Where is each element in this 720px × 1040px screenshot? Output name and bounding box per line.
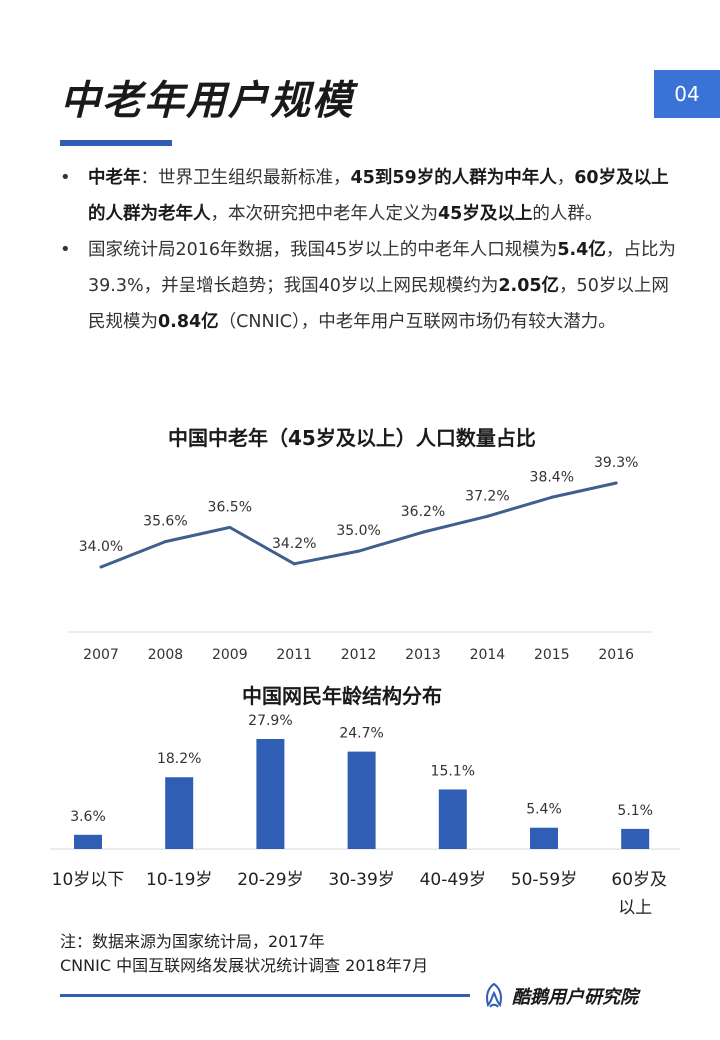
x-tick-label: 10-19岁 [146,870,212,890]
bullet-emphasis: 5.4亿 [557,240,606,260]
bullet-emphasis: 2.05亿 [498,276,560,296]
source-note: 注：数据来源为国家统计局，2017年 CNNIC 中国互联网络发展状况统计调查 … [60,930,428,978]
data-label: 34.2% [272,536,316,552]
x-tick-label: 10岁以下 [52,870,125,890]
data-label: 34.0% [79,539,123,555]
penguin-logo-icon [486,983,502,1008]
x-tick-label: 2008 [148,647,184,663]
bullet-emphasis: 中老年 [88,168,141,188]
x-tick-label: 2009 [212,647,248,663]
x-tick-label: 30-39岁 [328,870,394,890]
bullet-segment: ，占比为39.3%，并呈增长趋势；我国40岁以上网民规模约为 [88,240,676,296]
bar [165,777,194,849]
data-point [421,530,425,534]
bullet-item-statistics: • 国家统计局2016年数据，我国45岁以上的中老年人口规模为5.4亿，占比为3… [60,232,680,340]
x-tick-label: 2014 [470,647,506,663]
x-tick-label: 2016 [598,647,634,663]
data-point [292,562,296,566]
bullet-dot-icon: • [60,239,71,260]
data-point [614,481,618,485]
bullet-segment: ，本次研究把中老年人定义为 [210,204,439,224]
bar [438,789,467,849]
bullet-emphasis: 45到59岁的人群为中年人 [350,168,557,188]
bullet-emphasis: 45岁及以上 [438,204,533,224]
bullet-emphasis: 60岁及以上的人群为老年人 [88,168,669,224]
data-label: 5.4% [526,802,562,818]
data-label: 37.2% [465,488,509,504]
data-label: 3.6% [70,809,106,825]
data-label: 36.2% [401,504,445,520]
bullet-text: 中老年：世界卫生组织最新标准，45到59岁的人群为中年人，60岁及以上的人群为老… [88,168,669,224]
data-point [163,540,167,544]
footer-logo: 酷鹅用户研究院 [482,983,638,1009]
data-label: 27.9% [248,713,292,729]
bullet-segment: ， [556,168,575,188]
bullet-segment: ，50岁以上网民规模为 [88,276,669,332]
bar [621,828,650,849]
bar [530,827,558,849]
bullet-segment: （CNNIC），中老年用户互联网市场仍有较大潜力。 [218,312,616,332]
footer-divider [60,994,470,997]
data-point [228,525,232,529]
bullet-item-definition: • 中老年：世界卫生组织最新标准，45到59岁的人群为中年人，60岁及以上的人群… [60,160,680,232]
logo-text: 酷鹅用户研究院 [512,987,638,1008]
data-point [485,514,489,518]
bullet-segment: ：世界卫生组织最新标准， [140,168,351,188]
bullet-emphasis: 0.84亿 [158,312,219,332]
data-label: 5.1% [617,803,653,819]
x-tick-label-part: 以上 [618,898,652,918]
title-underline [60,140,172,146]
page-title: 中老年用户规模 [60,78,354,124]
bar [74,834,102,849]
bar [256,739,285,849]
data-point [550,495,554,499]
page-number-badge: 04 [654,70,720,118]
x-tick-label: 2015 [534,647,570,663]
data-label: 18.2% [157,751,201,767]
bullet-segment: 国家统计局2016年数据，我国45岁以上的中老年人口规模为 [88,240,558,260]
bullet-text: 国家统计局2016年数据，我国45岁以上的中老年人口规模为5.4亿，占比为39.… [88,240,676,332]
x-tick-label: 2013 [405,647,441,663]
data-label: 35.0% [336,523,380,539]
x-tick-label: 20-29岁 [237,870,303,890]
x-tick-label: 2011 [276,647,312,663]
data-label: 15.1% [431,763,475,779]
bullet-list: • 中老年：世界卫生组织最新标准，45到59岁的人群为中年人，60岁及以上的人群… [60,160,680,340]
x-tick-label: 60岁及以上 [611,870,667,918]
bullet-dot-icon: • [60,167,71,188]
data-label: 24.7% [339,726,383,742]
x-tick-label: 2007 [83,647,119,663]
data-label: 35.6% [143,514,187,530]
x-tick-label-part: 60岁及 [611,870,667,890]
bar [347,751,376,849]
data-label: 39.3% [594,455,638,471]
line-chart-title: 中国中老年（45岁及以上）人口数量占比 [168,426,536,450]
data-point [357,549,361,553]
data-point [99,565,103,569]
bullet-segment: 的人群。 [532,204,603,224]
source-note-line-2: CNNIC 中国互联网络发展状况统计调查 2018年7月 [60,956,429,975]
data-label: 36.5% [208,499,252,515]
x-tick-label: 2012 [341,647,377,663]
source-note-line-1: 注：数据来源为国家统计局，2017年 [60,932,325,951]
data-label: 38.4% [530,469,574,485]
x-tick-label: 40-49岁 [420,870,486,890]
x-tick-label: 50-59岁 [511,870,577,890]
bar-chart-title: 中国网民年龄结构分布 [242,684,442,708]
